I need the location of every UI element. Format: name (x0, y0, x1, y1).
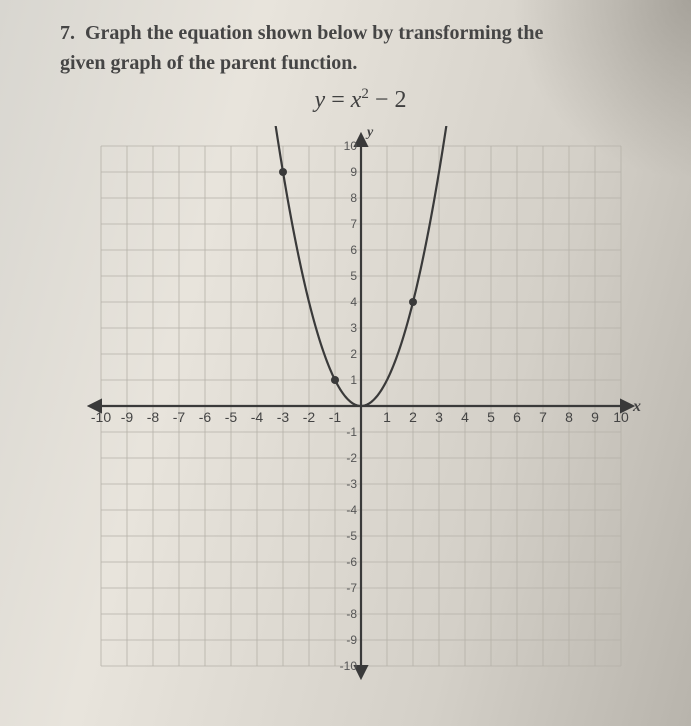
plotted-point (279, 168, 287, 176)
x-tick-label: -2 (302, 409, 315, 425)
x-tick-label: -4 (250, 409, 263, 425)
y-tick-label: 2 (350, 347, 357, 361)
x-tick-label: -8 (146, 409, 159, 425)
x-tick-label: 5 (487, 409, 495, 425)
x-tick-label: -10 (90, 409, 110, 425)
eq-exp: 2 (361, 86, 369, 102)
plotted-point (409, 298, 417, 306)
coordinate-graph: yx10987654321-1-2-3-4-5-6-7-8-9-10-10-9-… (81, 126, 641, 686)
x-tick-label: 10 (613, 409, 629, 425)
eq-tail: − 2 (369, 87, 407, 113)
x-tick-label: 9 (591, 409, 599, 425)
eq-lhs: y (315, 87, 326, 113)
y-tick-label: -8 (346, 607, 357, 621)
x-tick-label: 4 (461, 409, 469, 425)
y-tick-label: 6 (350, 243, 357, 257)
y-axis-label: y (365, 126, 374, 140)
worksheet-page: 7. Graph the equation shown below by tra… (0, 0, 691, 696)
x-axis-label: x (632, 398, 641, 415)
y-tick-label: -2 (346, 451, 357, 465)
x-tick-label: 8 (565, 409, 573, 425)
y-tick-label: -7 (346, 581, 357, 595)
y-tick-label: -1 (346, 425, 357, 439)
equation: y = x2 − 2 (60, 86, 661, 114)
y-tick-label: 8 (350, 191, 357, 205)
eq-var: x (351, 87, 362, 113)
x-tick-label: 6 (513, 409, 521, 425)
question-prompt: 7. Graph the equation shown below by tra… (60, 18, 661, 78)
x-tick-label: -3 (276, 409, 289, 425)
x-tick-label: -1 (328, 409, 341, 425)
x-tick-label: -9 (120, 409, 133, 425)
question-line2: given graph of the parent function. (60, 52, 357, 74)
y-tick-label: 4 (350, 295, 357, 309)
y-tick-label: -3 (346, 477, 357, 491)
question-number: 7. (60, 22, 75, 44)
x-tick-label: 1 (383, 409, 391, 425)
plotted-point (331, 376, 339, 384)
x-tick-label: -7 (172, 409, 185, 425)
y-tick-label: 10 (343, 139, 357, 153)
x-tick-label: 3 (435, 409, 443, 425)
y-tick-label: 3 (350, 321, 357, 335)
y-tick-label: 7 (350, 217, 357, 231)
x-tick-label: -6 (198, 409, 211, 425)
eq-equals: = (331, 87, 345, 113)
question-line1: Graph the equation shown below by transf… (85, 22, 543, 44)
y-tick-label: 5 (350, 269, 357, 283)
y-tick-label: -10 (339, 659, 357, 673)
y-tick-label: -4 (346, 503, 357, 517)
x-tick-label: 2 (409, 409, 417, 425)
y-tick-label: 9 (350, 165, 357, 179)
y-tick-label: 1 (350, 373, 357, 387)
y-tick-label: -9 (346, 633, 357, 647)
x-tick-label: -5 (224, 409, 237, 425)
y-tick-label: -6 (346, 555, 357, 569)
y-tick-label: -5 (346, 529, 357, 543)
x-tick-label: 7 (539, 409, 547, 425)
graph-container: yx10987654321-1-2-3-4-5-6-7-8-9-10-10-9-… (81, 126, 641, 686)
